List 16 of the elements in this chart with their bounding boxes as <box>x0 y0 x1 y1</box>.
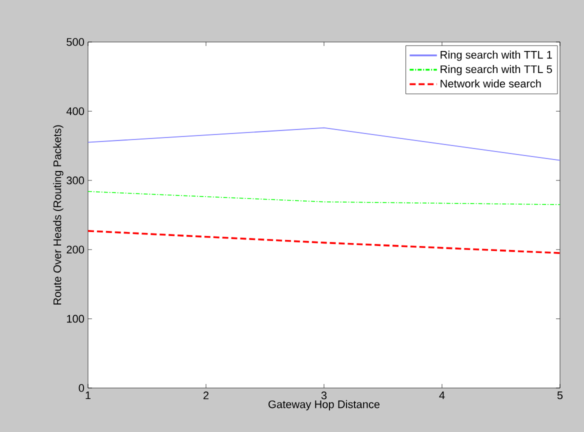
y-tick-label: 100 <box>67 314 84 323</box>
x-axis-title: Gateway Hop Distance <box>268 400 380 410</box>
x-tick-label: 1 <box>86 392 91 400</box>
y-axis-title: Route Over Heads (Routing Packets) <box>53 125 64 305</box>
y-tick-label: 0 <box>78 384 84 392</box>
legend-label: Ring search with TTL 5 <box>440 65 552 76</box>
x-tick-label: 5 <box>557 392 563 400</box>
x-tick-label: 3 <box>321 392 327 400</box>
x-tick-label: 2 <box>204 392 208 400</box>
x-tick-label: 4 <box>439 392 445 400</box>
y-tick-label: 400 <box>66 107 84 116</box>
y-tick-label: 500 <box>66 38 84 46</box>
legend-label: Ring search with TTL 1 <box>440 50 552 61</box>
y-tick-label: 300 <box>66 176 84 184</box>
legend-label: Network wide search <box>440 79 541 88</box>
y-tick-label: 200 <box>66 246 84 254</box>
